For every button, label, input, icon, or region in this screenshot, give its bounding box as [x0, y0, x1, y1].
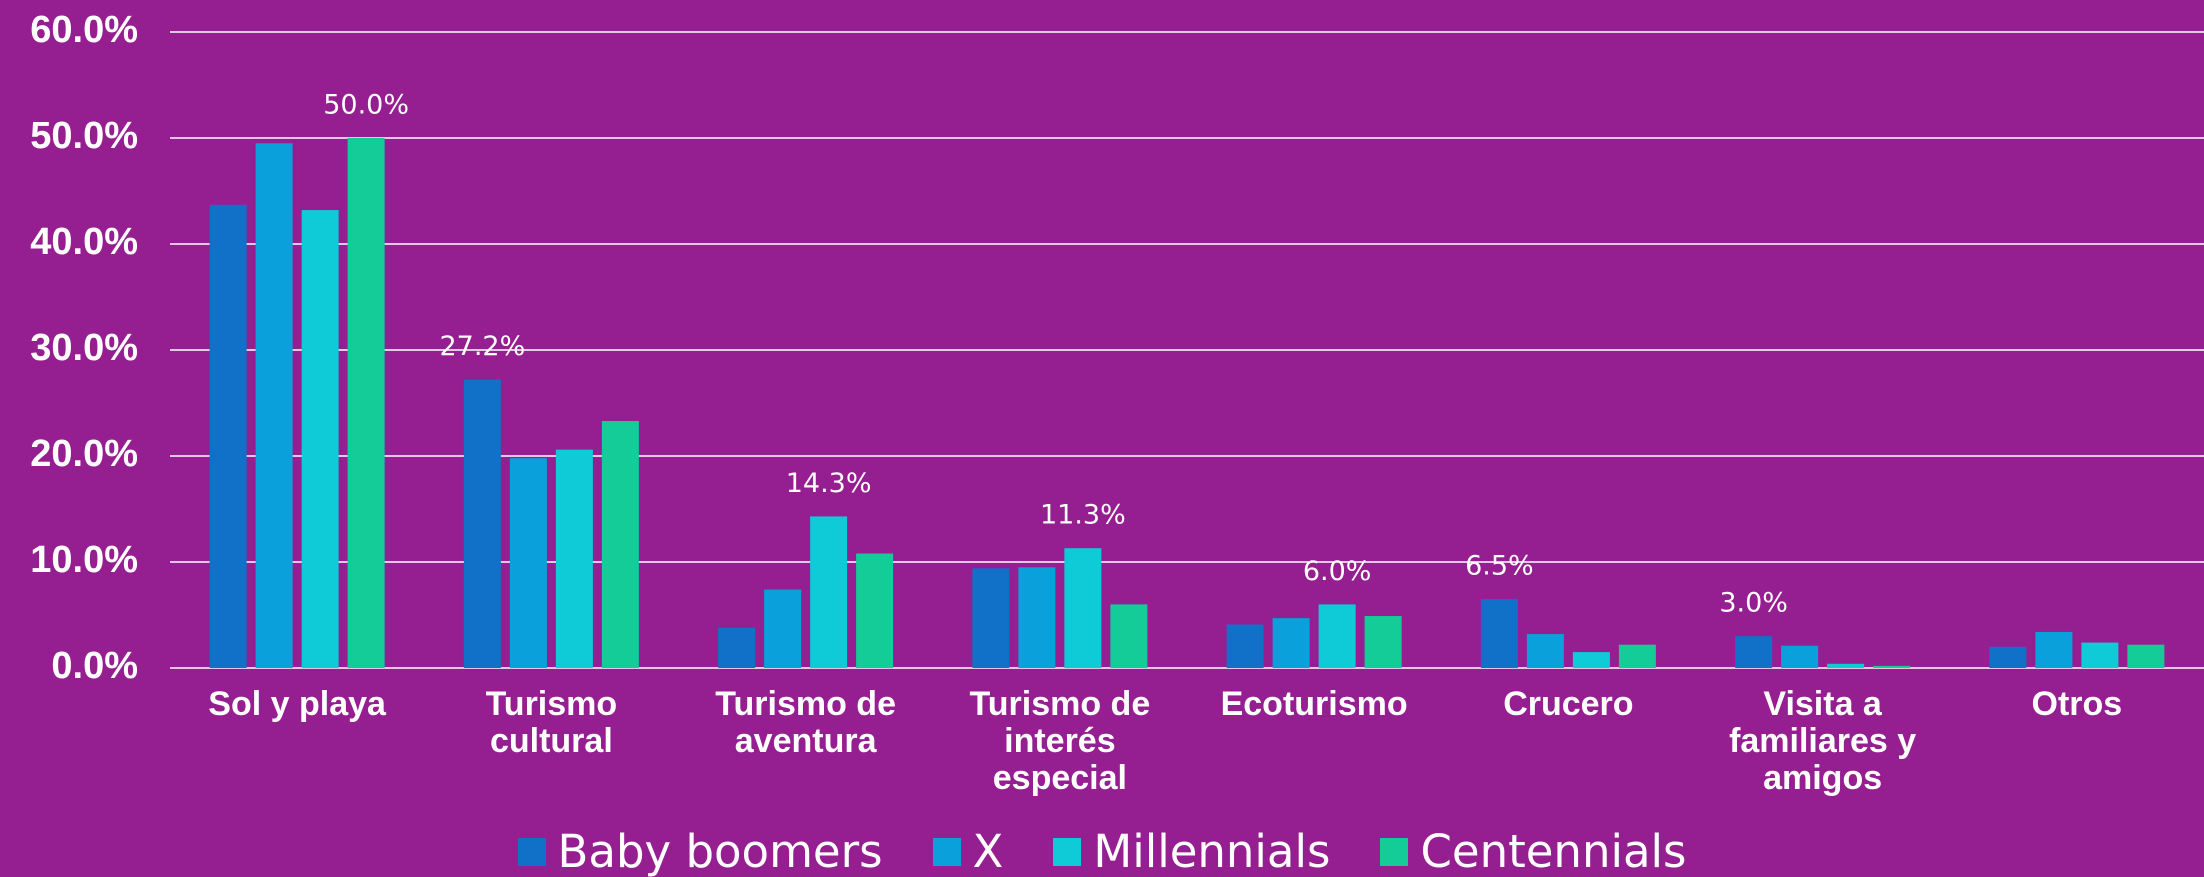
bar [810, 516, 848, 668]
bar [2081, 642, 2119, 668]
y-tick-label: 60.0% [30, 9, 138, 51]
bar [301, 210, 339, 668]
legend-item: Baby boomers [517, 825, 883, 877]
bar [1526, 634, 1564, 668]
bar [972, 568, 1010, 668]
y-tick-label: 50.0% [30, 115, 138, 157]
bar [1318, 604, 1356, 668]
bar [1827, 663, 1865, 668]
data-label: 3.0% [1719, 588, 1788, 619]
bar [255, 143, 293, 669]
legend: Baby boomers X Millennials Centennials [0, 826, 2204, 877]
bar [509, 458, 547, 668]
bar [1480, 599, 1518, 668]
x-tick-label: Ecoturismo [1220, 685, 1408, 723]
bar [555, 449, 593, 668]
legend-swatch [517, 838, 546, 866]
data-label: 14.3% [786, 468, 872, 499]
bar [1226, 624, 1264, 668]
legend-label: Baby boomers [557, 825, 883, 877]
bar [718, 627, 756, 668]
legend-label: X [972, 825, 1004, 877]
bar [1064, 548, 1102, 668]
bar [764, 589, 802, 668]
y-tick-label: 30.0% [30, 327, 138, 369]
bar [209, 204, 247, 668]
data-label: 6.0% [1303, 556, 1372, 587]
bar [463, 379, 501, 668]
x-tick-label: Crucero [1503, 685, 1634, 723]
bar [601, 421, 639, 668]
y-tick-label: 40.0% [30, 221, 138, 263]
legend-item: X [932, 825, 1004, 877]
x-tick-label: Otros [2031, 685, 2123, 723]
x-tick-label: Sol y playa [208, 685, 386, 723]
legend-swatch [932, 838, 961, 866]
data-label: 11.3% [1040, 500, 1126, 531]
bar [2035, 631, 2073, 668]
bar [1989, 646, 2027, 668]
bar [1735, 636, 1773, 668]
data-label: 27.2% [439, 331, 525, 362]
x-tick-label: Turismo de interés especial [969, 685, 1151, 797]
bar [1272, 618, 1310, 668]
legend-label: Centennials [1420, 825, 1687, 877]
y-tick-label: 20.0% [30, 433, 138, 475]
bar [856, 553, 894, 668]
legend-swatch [1380, 838, 1409, 866]
y-tick-label: 0.0% [51, 645, 138, 687]
legend-item: Millennials [1053, 826, 1330, 877]
x-tick-label: Turismo cultural [485, 685, 618, 760]
legend-label: Millennials [1093, 825, 1331, 877]
bar [1110, 604, 1148, 668]
data-label: 6.5% [1465, 551, 1534, 582]
x-tick-label: Turismo de aventura [715, 685, 896, 760]
x-tick-label: Visita a familiares y amigos [1729, 685, 1917, 797]
bar [2127, 644, 2165, 668]
bar [1618, 644, 1656, 668]
bar [1572, 652, 1610, 668]
bar [1781, 645, 1819, 668]
bar [347, 138, 385, 668]
legend-item: Centennials [1380, 825, 1687, 877]
bar [1873, 665, 1911, 668]
data-label: 50.0% [323, 90, 409, 121]
bar [1364, 616, 1402, 668]
bar [1018, 567, 1056, 668]
y-tick-label: 10.0% [30, 539, 138, 581]
legend-swatch [1053, 838, 1082, 866]
